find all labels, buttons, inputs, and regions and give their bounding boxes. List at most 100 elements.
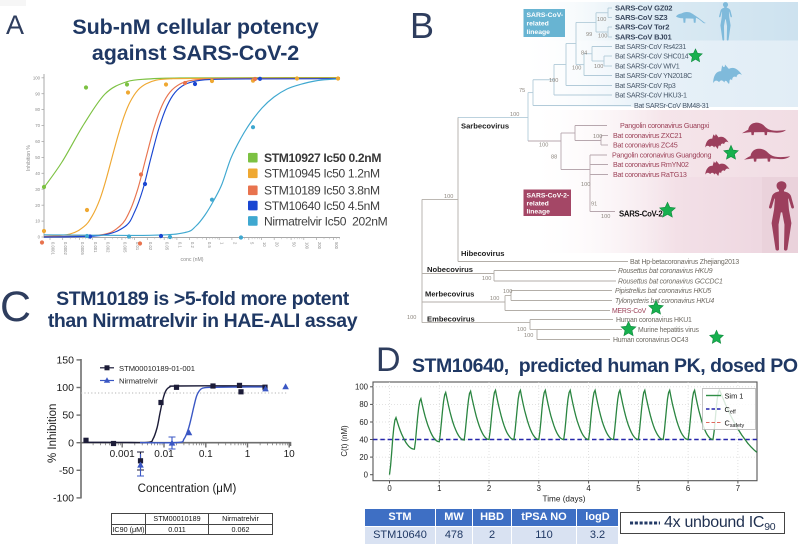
- svg-text:100: 100: [444, 194, 453, 200]
- svg-text:-100: -100: [53, 493, 74, 505]
- svg-text:Bat SARSr-CoV HKU3-1: Bat SARSr-CoV HKU3-1: [615, 91, 687, 100]
- svg-text:Bat SARSr-CoV SHC014: Bat SARSr-CoV SHC014: [615, 52, 689, 61]
- svg-text:MERS-CoV: MERS-CoV: [612, 308, 647, 315]
- svg-text:6: 6: [686, 484, 690, 493]
- svg-text:Embecovirus: Embecovirus: [427, 315, 475, 324]
- svg-text:Ceff: Ceff: [725, 405, 737, 416]
- svg-text:60: 60: [359, 418, 368, 427]
- svg-text:Csafety: Csafety: [725, 418, 745, 429]
- svg-text:Bat SARSr-CoV BM48-31: Bat SARSr-CoV BM48-31: [634, 101, 709, 110]
- svg-text:0.002: 0.002: [106, 242, 111, 253]
- svg-text:0.001: 0.001: [93, 242, 98, 253]
- svg-text:2: 2: [487, 484, 491, 493]
- svg-text:SARS-CoV Tor2: SARS-CoV Tor2: [615, 23, 669, 32]
- svg-text:0: 0: [387, 484, 392, 493]
- svg-text:0.0005: 0.0005: [80, 242, 85, 255]
- svg-text:Murine hepatitis virus: Murine hepatitis virus: [638, 327, 699, 334]
- svg-text:100: 100: [549, 78, 558, 84]
- svg-text:Tylonycteris bat coronavirus H: Tylonycteris bat coronavirus HKU4: [615, 298, 714, 305]
- svg-text:Bat coronavirus RmYN02: Bat coronavirus RmYN02: [613, 160, 689, 169]
- svg-text:0.005: 0.005: [122, 242, 127, 253]
- svg-text:2: 2: [232, 242, 237, 245]
- svg-text:Pangolin coronavirus Guangxi: Pangolin coronavirus Guangxi: [620, 121, 710, 130]
- svg-text:Bat SARSr-CoV YN2018C: Bat SARSr-CoV YN2018C: [615, 71, 692, 80]
- svg-text:0.01: 0.01: [154, 449, 174, 460]
- svg-text:100: 100: [510, 112, 519, 118]
- svg-text:0.1: 0.1: [177, 242, 182, 248]
- svg-text:84: 84: [581, 51, 587, 57]
- svg-text:100: 100: [524, 333, 533, 339]
- svg-text:5: 5: [636, 484, 641, 493]
- svg-text:20: 20: [35, 203, 40, 208]
- svg-text:SARS-CoV SZ3: SARS-CoV SZ3: [615, 13, 667, 22]
- svg-text:0: 0: [364, 471, 369, 480]
- svg-text:7: 7: [736, 484, 740, 493]
- svg-text:SARS-CoV-2-: SARS-CoV-2-: [527, 193, 570, 200]
- svg-text:100: 100: [597, 17, 606, 23]
- svg-text:0: 0: [68, 437, 74, 449]
- svg-text:10: 10: [35, 219, 40, 224]
- svg-text:100: 100: [581, 182, 590, 188]
- svg-text:STM10640 Ic50 4.5nM: STM10640 Ic50 4.5nM: [264, 199, 380, 213]
- svg-text:Human coronavirus OC43: Human coronavirus OC43: [613, 337, 689, 344]
- svg-text:0: 0: [38, 235, 41, 240]
- svg-text:150: 150: [56, 355, 74, 367]
- svg-text:Merbecovirus: Merbecovirus: [425, 289, 474, 298]
- svg-text:100: 100: [601, 214, 610, 220]
- svg-text:0.1: 0.1: [199, 449, 213, 460]
- svg-text:20: 20: [359, 453, 368, 462]
- svg-text:88: 88: [551, 155, 557, 161]
- svg-text:SARS-CoV GZ02: SARS-CoV GZ02: [615, 4, 672, 13]
- svg-text:90: 90: [35, 91, 40, 96]
- svg-text:500: 500: [334, 242, 339, 250]
- svg-text:100: 100: [539, 143, 548, 149]
- svg-text:STM10945 Ic50 1.2nM: STM10945 Ic50 1.2nM: [264, 167, 380, 181]
- svg-text:Human coronavirus HKU1: Human coronavirus HKU1: [616, 317, 692, 324]
- svg-text:40: 40: [359, 435, 368, 444]
- svg-text:0.01: 0.01: [135, 242, 140, 251]
- svg-text:Nirmatrelvir Ic50 202nM: Nirmatrelvir Ic50 202nM: [264, 214, 388, 228]
- svg-text:Sarbecovirus: Sarbecovirus: [461, 122, 509, 131]
- svg-text:75: 75: [519, 88, 525, 94]
- svg-text:0.0002: 0.0002: [63, 242, 68, 255]
- svg-text:100: 100: [482, 276, 491, 282]
- svg-text:STM10927 Ic50 0.2nM: STM10927 Ic50 0.2nM: [264, 151, 381, 165]
- svg-text:0.5: 0.5: [207, 242, 212, 248]
- svg-text:10: 10: [284, 449, 296, 460]
- svg-text:Inhibition %: Inhibition %: [26, 145, 32, 171]
- svg-text:3: 3: [537, 484, 541, 493]
- svg-text:1: 1: [220, 242, 225, 245]
- svg-text:-50: -50: [59, 465, 74, 477]
- svg-text:1: 1: [437, 484, 441, 493]
- svg-text:Nobecovirus: Nobecovirus: [427, 265, 473, 274]
- svg-text:1: 1: [245, 449, 251, 460]
- svg-text:100: 100: [490, 296, 499, 302]
- svg-text:0.2: 0.2: [190, 242, 195, 248]
- svg-text:STM00010189-01-001: STM00010189-01-001: [119, 364, 195, 373]
- svg-text:99: 99: [586, 32, 592, 38]
- svg-text:100: 100: [517, 327, 526, 333]
- svg-text:20: 20: [275, 242, 280, 247]
- svg-text:200: 200: [317, 242, 322, 250]
- svg-text:Pipistrellus bat coronavirus H: Pipistrellus bat coronavirus HKU5: [615, 288, 711, 295]
- svg-text:lineage: lineage: [527, 29, 551, 36]
- svg-text:100: 100: [594, 64, 603, 70]
- svg-text:100: 100: [33, 75, 41, 80]
- svg-text:0.02: 0.02: [148, 242, 153, 251]
- svg-text:Bat SARSr-CoV Rs4231: Bat SARSr-CoV Rs4231: [615, 42, 686, 51]
- svg-text:Bat coronavirus ZC45: Bat coronavirus ZC45: [613, 141, 678, 150]
- svg-text:Nirmatrelvir: Nirmatrelvir: [119, 377, 158, 386]
- svg-text:0.001: 0.001: [110, 449, 135, 460]
- svg-text:conc (nM): conc (nM): [180, 257, 203, 263]
- svg-text:100: 100: [503, 289, 512, 295]
- svg-text:% Inhibition: % Inhibition: [47, 404, 59, 463]
- svg-text:40: 40: [35, 171, 40, 176]
- svg-text:SARS-CoV BJ01: SARS-CoV BJ01: [615, 33, 672, 42]
- svg-text:related: related: [527, 201, 549, 208]
- svg-text:70: 70: [35, 123, 40, 128]
- svg-text:100: 100: [598, 34, 607, 40]
- svg-text:100: 100: [407, 315, 416, 321]
- svg-text:Sim 1: Sim 1: [725, 391, 744, 400]
- svg-text:STM10189 Ic50 3.8nM: STM10189 Ic50 3.8nM: [264, 184, 380, 198]
- svg-text:SARS-CoV-: SARS-CoV-: [527, 12, 564, 19]
